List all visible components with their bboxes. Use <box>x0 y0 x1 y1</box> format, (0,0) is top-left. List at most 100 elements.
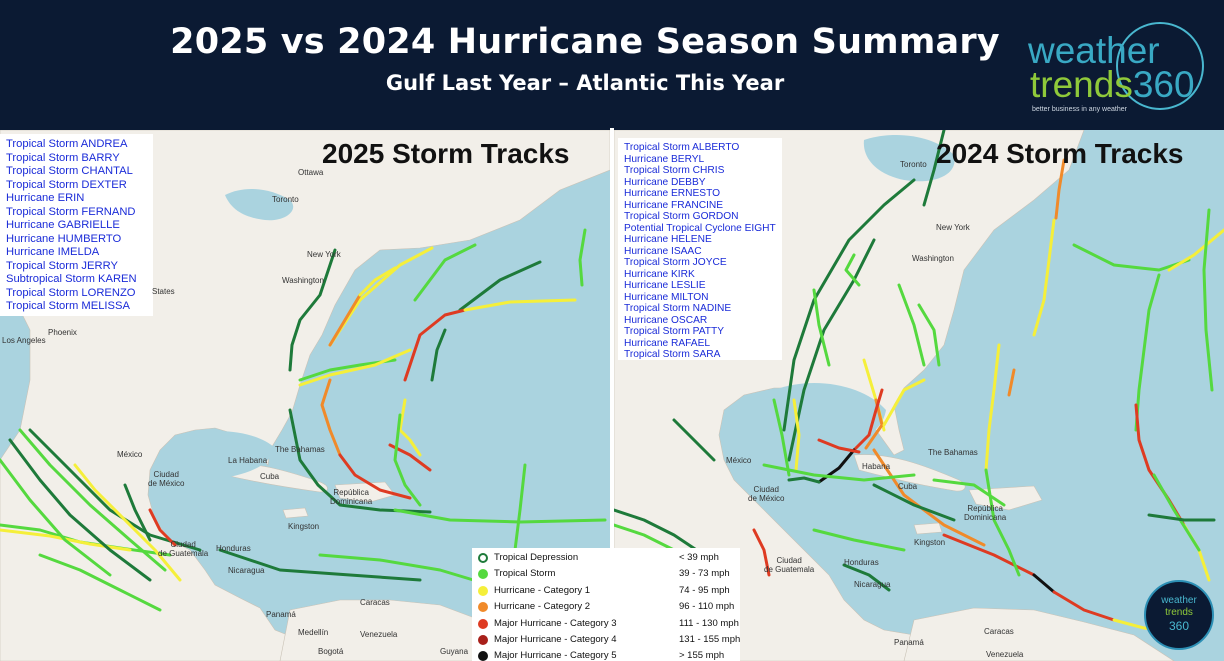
place-the-bahamas: The Bahamas <box>275 445 325 454</box>
track-2025-ae <box>148 508 177 547</box>
track-2025-f <box>413 243 477 302</box>
land-jamaica-2024 <box>913 522 943 535</box>
track-2025-q <box>288 408 432 514</box>
track-2024-ac <box>1054 158 1066 220</box>
track-2024-j <box>852 388 884 452</box>
place-caracas: Caracas <box>360 598 390 607</box>
legend-range: 131 - 155 mph <box>679 633 741 645</box>
legend-row: Tropical Depression < 39 mph <box>476 550 736 566</box>
track-2024-al <box>614 508 706 557</box>
place-cuba: Cuba <box>260 472 280 481</box>
page-subtitle: Gulf Last Year – Atlantic This Year <box>385 71 785 95</box>
legend-label: Major Hurricane - Category 5 <box>494 650 617 661</box>
track-2025-z <box>18 428 167 572</box>
place-ciudad-de-mexico: Ciudad de México <box>148 470 185 488</box>
logo-tagline: better business in any weather <box>1032 106 1127 113</box>
major-hurricane-cat4-icon <box>478 634 488 645</box>
storm-list-item: Hurricane MILTON <box>624 291 709 303</box>
legend-label: Major Hurricane - Category 4 <box>494 633 617 645</box>
legend-row: Major Hurricane - Category 5 > 155 mph <box>476 648 736 661</box>
storm-list-item: Tropical Storm ANDREA <box>6 138 128 150</box>
weathertrends360-badge: weather trends 360 <box>1144 580 1214 650</box>
storm-list-item: Tropical Storm BARRY <box>6 151 120 164</box>
track-2024-g <box>917 303 941 367</box>
logo-word-trends: trends360 <box>1030 64 1195 106</box>
storm-list-item: Tropical Storm MELISSA <box>6 300 130 312</box>
track-2025-ac <box>73 463 182 582</box>
place-washington: Washington <box>912 254 954 263</box>
track-2025-i <box>463 298 577 312</box>
track-2024-e <box>812 288 831 367</box>
track-2024-ap <box>812 528 906 552</box>
track-2024-aq <box>842 563 891 592</box>
legend-range: 96 - 110 mph <box>679 601 735 613</box>
legend-label: Hurricane - Category 2 <box>494 601 591 613</box>
badge-word-trends: trends <box>1165 607 1193 618</box>
storm-list-item: Tropical Storm PATTY <box>624 326 725 337</box>
place-republica-dominicana: República Dominicana <box>330 488 373 506</box>
place-mexico: México <box>726 456 752 465</box>
header-banner: 2025 vs 2024 Hurricane Season Summary Gu… <box>0 0 1224 128</box>
place-republica-dominicana: República Dominicana <box>964 504 1007 522</box>
storm-list-item: Tropical Storm ALBERTO <box>624 142 740 153</box>
track-2024-a <box>782 178 916 432</box>
storm-list-2025: Tropical Storm ANDREA Tropical Storm BAR… <box>0 134 153 316</box>
place-ciudad-de-guatemala: Ciudad de Guatemala <box>764 556 815 574</box>
track-2025-a <box>288 248 337 372</box>
place-panama: Panamá <box>266 610 296 619</box>
storm-list-item: Hurricane RAFAEL <box>624 337 711 349</box>
legend-range: 74 - 95 mph <box>679 584 730 596</box>
track-2025-ad <box>38 553 162 612</box>
legend-range: 39 - 73 mph <box>679 568 730 580</box>
place-the-bahamas: The Bahamas <box>928 448 978 457</box>
logo-word-trends-text: trends <box>1030 64 1133 105</box>
track-2025-r <box>393 508 607 524</box>
track-2025-l <box>320 378 342 457</box>
place-toronto: Toronto <box>272 195 299 204</box>
storm-list-item: Tropical Storm CHANTAL <box>6 165 133 177</box>
place-new-york: New York <box>307 250 341 259</box>
place-phoenix: Phoenix <box>48 328 77 337</box>
track-2025-u <box>578 228 587 287</box>
track-2025-p <box>393 413 422 507</box>
track-2024-ab <box>1032 218 1056 337</box>
weathertrends360-logo: weather trends360 better business in any… <box>1022 20 1212 113</box>
track-2024-af <box>1134 273 1161 432</box>
panel-heading-2024: 2024 Storm Tracks <box>936 138 1184 169</box>
storm-list-item: Tropical Storm DEXTER <box>6 178 127 191</box>
place-medellin: Medellín <box>298 628 329 637</box>
place-venezuela: Venezuela <box>986 650 1024 659</box>
panel-divider <box>610 128 614 661</box>
gulf-of-mexico-shade <box>169 431 275 481</box>
storm-list-item: Tropical Storm CHRIS <box>624 165 725 176</box>
track-2025-m <box>338 453 412 500</box>
track-2024-an <box>672 418 716 462</box>
place-washington: Washington <box>282 276 324 285</box>
place-bogota: Bogotá <box>318 647 344 656</box>
storm-list-item: Potential Tropical Cyclone EIGHT <box>624 222 776 234</box>
track-2025-t <box>218 548 422 582</box>
major-hurricane-cat5-icon <box>478 651 488 661</box>
track-2024-b <box>787 238 876 462</box>
storm-list-item: Tropical Storm SARA <box>624 349 721 360</box>
track-2024-c <box>844 253 861 287</box>
land-south-america-2024 <box>903 607 1175 661</box>
storm-list-item: Tropical Storm GORDON <box>624 211 739 222</box>
storm-list-item: Tropical Storm JOYCE <box>624 257 727 268</box>
track-2024-aa <box>984 468 1021 577</box>
logo-word-weather: weather <box>1028 30 1160 71</box>
land-hispaniola-2024 <box>968 485 1043 511</box>
storm-list-item: Hurricane ERIN <box>6 192 85 204</box>
track-2024-ak <box>1147 513 1216 522</box>
track-2024-w <box>872 483 956 522</box>
legend-label: Tropical Depression <box>494 552 579 563</box>
storm-list-item: Hurricane LESLIE <box>624 280 706 291</box>
storm-list-item: Tropical Storm LORENZO <box>6 286 136 299</box>
great-lakes-2024 <box>863 135 955 182</box>
place-venezuela: Venezuela <box>360 630 398 639</box>
track-2024-d <box>922 130 946 207</box>
place-states: States <box>152 287 175 296</box>
storm-list-item: Hurricane BERYL <box>624 153 705 165</box>
storm-list-item: Hurricane IMELDA <box>6 246 100 258</box>
track-2025-aa <box>0 458 112 577</box>
